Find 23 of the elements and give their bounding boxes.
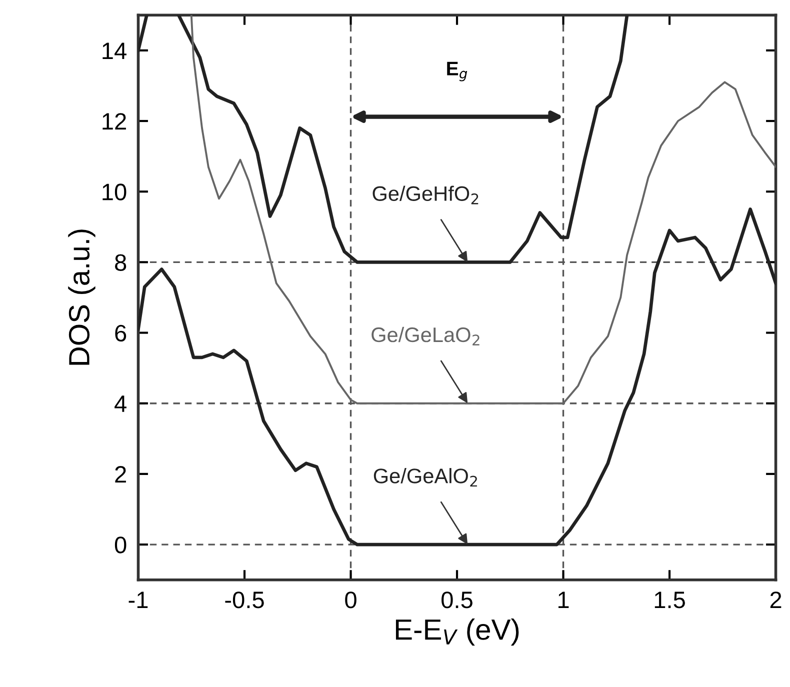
x-tick-label: 0 <box>345 592 356 608</box>
y-axis-title: DOS (a.u.) <box>68 230 96 365</box>
y-tick-label: 12 <box>102 113 126 130</box>
y-tick-label: 8 <box>115 254 126 271</box>
x-tick-label: 1 <box>558 592 569 608</box>
x-tick-label: -0.5 <box>225 592 264 608</box>
text: Ge/GeAlO$_{2}$ <box>374 468 477 487</box>
x-tick-label: 1.5 <box>654 592 685 608</box>
y-tick-label: 14 <box>102 42 126 59</box>
text: Ge/GeLaO$_{2}$ <box>372 326 480 346</box>
y-tick-label: 10 <box>102 184 126 200</box>
line-series <box>138 208 776 546</box>
x-tick-label: -1 <box>128 592 148 608</box>
x-axis-title: E-E$_{V}$ (eV) <box>396 618 519 646</box>
y-tick-label: 2 <box>115 466 126 482</box>
x-tick-label: 2 <box>770 592 782 608</box>
line-series <box>190 15 776 404</box>
x-tick-label: 0.5 <box>442 592 472 608</box>
y-tick-label: 0 <box>114 536 126 554</box>
y-tick-label: 6 <box>115 324 126 342</box>
annotation: E$_{g}$ <box>447 62 468 82</box>
text: Ge/GeHfO$_{2}$ <box>372 186 478 204</box>
y-tick-label: 4 <box>114 396 126 412</box>
